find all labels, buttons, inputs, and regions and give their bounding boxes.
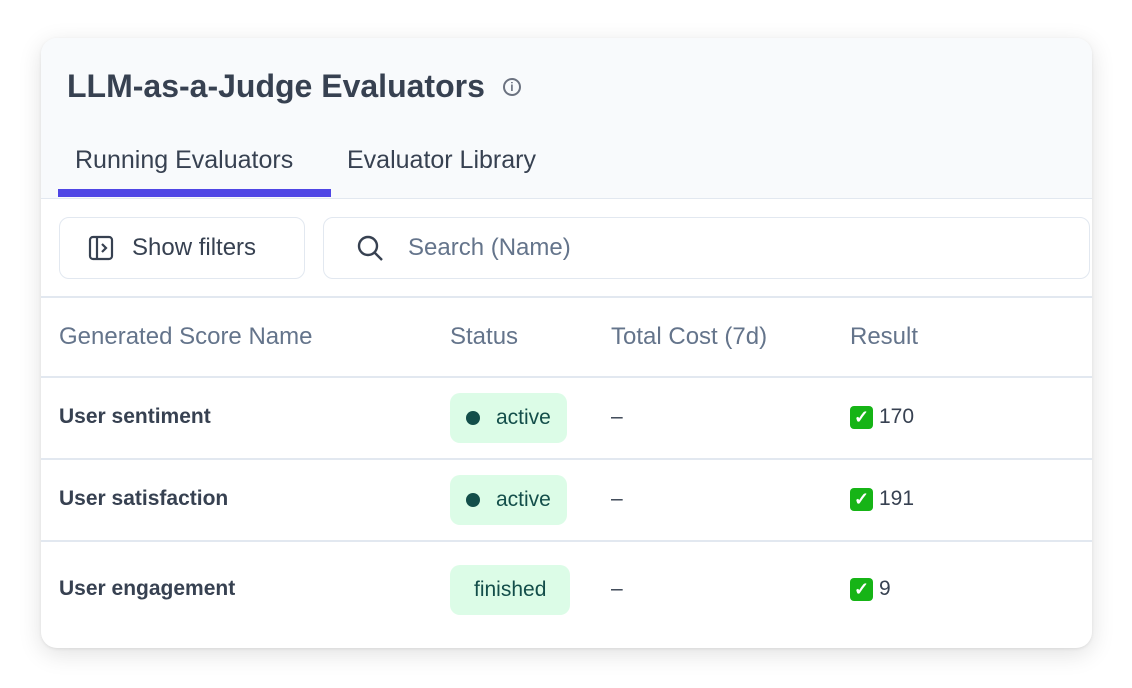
divider bbox=[41, 376, 1092, 378]
show-filters-label: Show filters bbox=[132, 234, 257, 261]
status-dot-icon bbox=[466, 493, 480, 507]
check-mark-icon: ✓ bbox=[850, 405, 873, 429]
table-row[interactable]: User sentiment active – ✓ 170 bbox=[41, 377, 1092, 459]
info-icon[interactable]: i bbox=[502, 77, 521, 96]
result-count: 170 bbox=[879, 405, 915, 428]
result-count: 191 bbox=[879, 487, 915, 510]
search-icon bbox=[357, 235, 383, 261]
show-filters-button[interactable]: Show filters bbox=[59, 217, 305, 279]
active-tab-indicator bbox=[58, 189, 331, 197]
result: ✓ 191 bbox=[850, 487, 914, 511]
column-header-status[interactable]: Status bbox=[450, 323, 519, 350]
status-text: active bbox=[496, 406, 551, 429]
table-row[interactable]: User satisfaction active – ✓ 191 bbox=[41, 459, 1092, 541]
evaluators-card: LLM-as-a-Judge Evaluators i Running Eval… bbox=[41, 38, 1092, 648]
tab-running-evaluators[interactable]: Running Evaluators bbox=[75, 146, 294, 174]
search-input[interactable] bbox=[406, 233, 1010, 263]
result: ✓ 9 bbox=[850, 577, 891, 601]
divider bbox=[41, 296, 1092, 298]
page-title-text: LLM-as-a-Judge Evaluators bbox=[67, 68, 485, 104]
card-header: LLM-as-a-Judge Evaluators i Running Eval… bbox=[41, 38, 1092, 199]
column-header-result[interactable]: Result bbox=[850, 323, 919, 350]
status-dot-icon bbox=[466, 411, 480, 425]
divider bbox=[41, 540, 1092, 542]
status-badge: finished bbox=[450, 565, 571, 615]
result-count: 9 bbox=[879, 577, 891, 600]
sidebar-toggle-icon bbox=[88, 235, 114, 261]
status-text: finished bbox=[474, 578, 547, 601]
total-cost: – bbox=[611, 487, 623, 510]
table-row[interactable]: User engagement finished – ✓ 9 bbox=[41, 549, 1092, 631]
tab-evaluator-library[interactable]: Evaluator Library bbox=[347, 146, 536, 174]
column-header-name[interactable]: Generated Score Name bbox=[59, 323, 313, 350]
check-mark-icon: ✓ bbox=[850, 487, 873, 511]
total-cost: – bbox=[611, 577, 623, 600]
status-text: active bbox=[496, 488, 551, 511]
score-name: User satisfaction bbox=[59, 487, 229, 510]
search-box[interactable] bbox=[323, 217, 1090, 279]
status-badge: active bbox=[450, 393, 567, 443]
status-badge: active bbox=[450, 475, 567, 525]
score-name: User sentiment bbox=[59, 405, 211, 428]
check-mark-icon: ✓ bbox=[850, 577, 873, 601]
page-title: LLM-as-a-Judge Evaluators i bbox=[67, 68, 521, 105]
column-header-cost[interactable]: Total Cost (7d) bbox=[611, 323, 768, 350]
score-name: User engagement bbox=[59, 577, 236, 600]
result: ✓ 170 bbox=[850, 405, 914, 429]
total-cost: – bbox=[611, 405, 623, 428]
divider bbox=[41, 458, 1092, 460]
